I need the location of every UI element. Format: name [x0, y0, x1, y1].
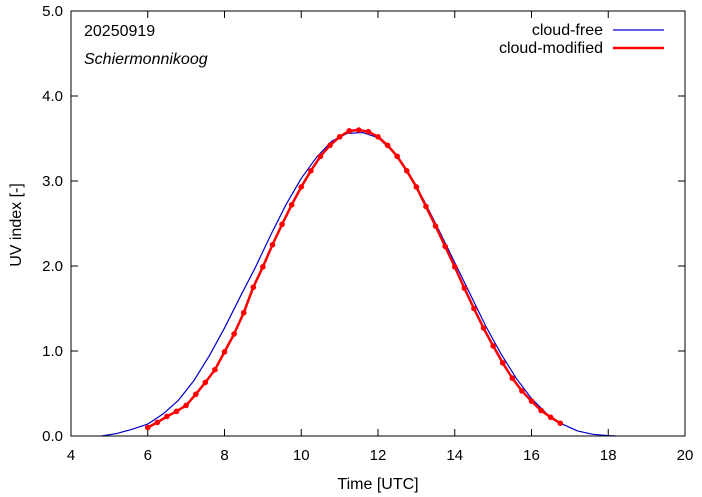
data-point-cloud-modified	[356, 127, 362, 133]
y-tick-label: 4.0	[42, 88, 63, 105]
data-point-cloud-modified	[317, 153, 324, 160]
data-point-cloud-modified	[375, 134, 381, 140]
axis-ticks	[70, 10, 686, 437]
data-point-cloud-modified	[221, 349, 228, 355]
data-point-cloud-modified	[423, 203, 429, 210]
data-point-cloud-modified	[279, 221, 285, 228]
data-point-cloud-modified	[557, 420, 564, 427]
data-point-cloud-modified	[509, 375, 516, 382]
data-point-cloud-modified	[432, 223, 439, 229]
data-point-cloud-modified	[202, 379, 209, 386]
x-tick-label: 12	[370, 447, 387, 464]
data-point-cloud-modified	[298, 184, 305, 190]
data-point-cloud-modified	[144, 424, 151, 431]
data-point-cloud-modified	[413, 184, 420, 190]
data-point-cloud-modified	[365, 128, 372, 135]
data-point-cloud-modified	[336, 134, 343, 140]
y-tick-label: 3.0	[42, 173, 63, 190]
x-tick-label: 20	[677, 447, 694, 464]
data-point-cloud-modified	[471, 305, 477, 312]
annotation-date: 20250919	[84, 23, 155, 40]
x-tick-label: 14	[446, 447, 463, 464]
legend-label-cloud-free: cloud-free	[532, 22, 603, 39]
data-point-cloud-modified	[442, 243, 448, 250]
tick-labels: 4 6 8 10 12 14 16 18 20 0.0 1.0 2.0 3.0 4.0 5.0	[42, 3, 693, 464]
data-point-cloud-modified	[192, 391, 199, 398]
annotation-site: Schiermonnikoog	[84, 51, 208, 68]
data-point-cloud-modified	[164, 413, 170, 420]
data-point-cloud-modified	[260, 264, 266, 270]
plot-frame	[70, 10, 686, 437]
y-tick-label: 1.0	[42, 343, 63, 360]
y-tick-label: 2.0	[42, 258, 63, 275]
data-point-cloud-modified	[173, 408, 180, 415]
x-tick-label: 18	[600, 447, 617, 464]
data-point-cloud-modified	[461, 285, 468, 291]
data-point-cloud-modified	[480, 325, 487, 331]
series-layer	[101, 127, 616, 437]
y-tick-label: 0.0	[42, 428, 63, 445]
x-tick-label: 16	[523, 447, 540, 464]
data-point-cloud-modified	[327, 142, 333, 149]
data-point-cloud-modified	[250, 284, 257, 291]
x-tick-label: 8	[220, 447, 228, 464]
y-tick-label: 5.0	[42, 3, 63, 20]
data-point-cloud-modified	[490, 343, 496, 349]
data-point-cloud-modified	[394, 153, 400, 160]
data-point-cloud-modified	[308, 168, 314, 174]
data-point-cloud-modified	[346, 128, 353, 134]
y-axis-label: UV index [-]	[8, 183, 25, 267]
data-point-cloud-modified	[538, 407, 544, 414]
data-point-cloud-modified	[384, 142, 391, 149]
data-point-cloud-modified	[547, 414, 554, 421]
data-point-cloud-modified	[231, 331, 237, 337]
data-point-cloud-modified	[240, 309, 247, 316]
x-axis-label: Time [UTC]	[337, 476, 418, 493]
legend-label-cloud-modified: cloud-modified	[499, 40, 603, 57]
x-tick-label: 10	[293, 447, 310, 464]
data-point-cloud-modified	[403, 168, 410, 174]
series-line-cloud-free	[101, 131, 616, 437]
series-line-cloud-modified	[147, 128, 561, 429]
data-point-cloud-modified	[528, 398, 535, 404]
legend: cloud-free cloud-modified	[499, 22, 664, 57]
x-tick-label: 6	[144, 447, 152, 464]
data-point-cloud-modified	[154, 419, 161, 426]
data-point-cloud-modified	[499, 360, 506, 366]
data-point-cloud-modified	[288, 202, 295, 208]
x-tick-label: 4	[67, 447, 75, 464]
data-point-cloud-modified	[183, 402, 189, 409]
data-point-cloud-modified	[519, 388, 525, 394]
data-point-cloud-modified	[269, 241, 276, 248]
data-point-cloud-modified	[212, 366, 218, 373]
data-point-cloud-modified	[451, 264, 458, 270]
